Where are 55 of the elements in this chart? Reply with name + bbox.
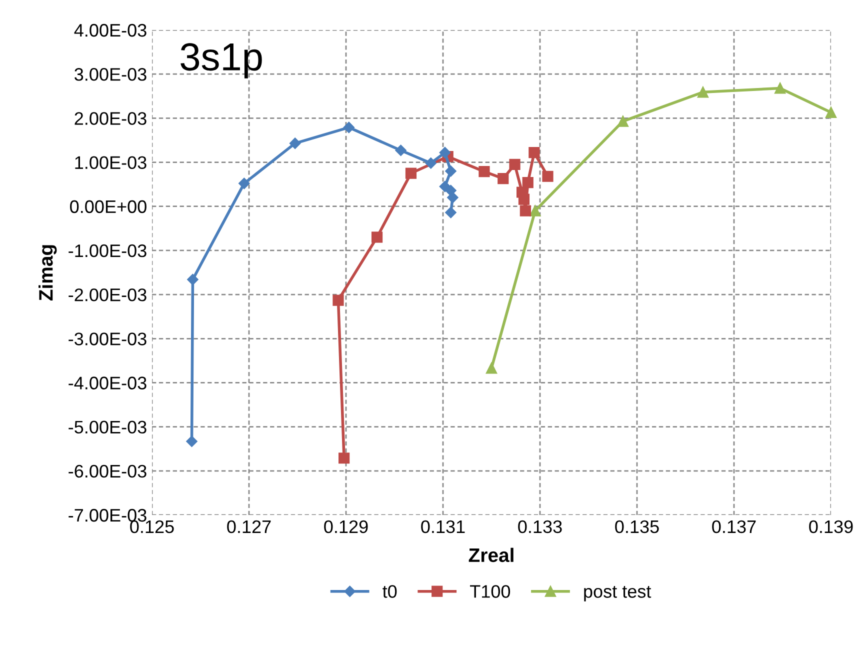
point — [478, 166, 490, 178]
x-tick-label: 0.129 — [324, 520, 368, 534]
point — [522, 177, 534, 188]
point — [617, 116, 628, 127]
y-tick-label: -1.00E-03 — [68, 244, 146, 258]
point — [520, 205, 532, 216]
x-axis-title: Zreal — [468, 548, 514, 562]
point — [371, 232, 383, 243]
point — [187, 274, 198, 286]
point — [439, 146, 451, 158]
point — [425, 158, 436, 169]
point — [530, 205, 541, 216]
point — [486, 362, 498, 374]
x-tick-label: 0.137 — [712, 520, 756, 534]
point — [332, 294, 344, 306]
y-tick-label: 3.00E-03 — [74, 68, 146, 81]
point — [447, 192, 458, 204]
point — [528, 147, 540, 158]
x-tick-label: 0.135 — [615, 520, 659, 534]
point — [518, 194, 530, 205]
point — [445, 206, 456, 218]
y-tick-label: 4.00E-03 — [74, 24, 146, 37]
y-tick-label: -6.00E-03 — [68, 464, 146, 478]
y-tick-label: 0.00E+00 — [70, 200, 146, 214]
point — [825, 106, 837, 118]
point — [697, 86, 709, 98]
y-tick-label: -5.00E-03 — [68, 420, 146, 434]
point — [395, 144, 406, 156]
point — [338, 452, 350, 464]
point — [774, 82, 786, 94]
annotation: 3s1p — [180, 43, 262, 78]
x-tick-label: 0.139 — [809, 520, 853, 534]
x-tick-label: 0.125 — [130, 520, 174, 534]
y-tick-label: 2.00E-03 — [74, 112, 146, 125]
point — [186, 436, 198, 447]
x-tick-label: 0.133 — [518, 520, 562, 534]
point — [289, 138, 301, 149]
x-tick-label: 0.131 — [421, 520, 465, 534]
point — [509, 158, 520, 170]
y-tick-label: -7.00E-03 — [68, 508, 146, 522]
y-tick-label: -4.00E-03 — [68, 376, 146, 390]
legend-label: post test — [584, 586, 652, 602]
point — [542, 170, 554, 182]
y-tick-label: -3.00E-03 — [68, 332, 146, 346]
point — [405, 168, 417, 179]
x-tick-label: 0.127 — [227, 520, 271, 534]
y-axis-title: Zimag — [38, 245, 57, 301]
y-tick-label: -2.00E-03 — [68, 288, 146, 302]
legend-label: t0 — [382, 585, 397, 598]
point — [343, 122, 355, 134]
legend-label: T100 — [470, 585, 510, 598]
point — [445, 165, 456, 177]
point — [238, 178, 250, 190]
point — [498, 173, 509, 184]
y-tick-label: 1.00E-03 — [75, 156, 146, 169]
